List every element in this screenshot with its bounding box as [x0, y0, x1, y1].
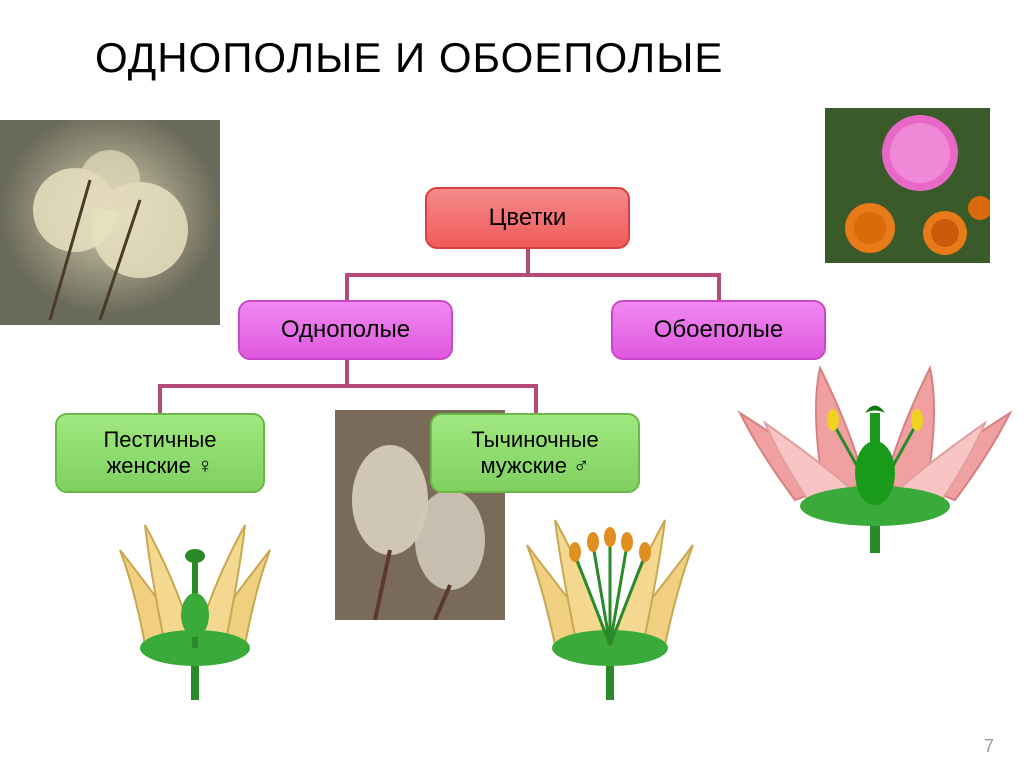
node-bisexual-label: Обоеполые [654, 316, 784, 344]
connector-v3 [717, 273, 721, 300]
page-number: 7 [984, 736, 994, 757]
diagram-pistillate-flower [85, 500, 305, 730]
willow-illustration [0, 120, 220, 325]
node-unisexual: Однополые [238, 300, 453, 360]
connector-h1 [345, 273, 721, 277]
connector-h2 [158, 384, 538, 388]
node-pistillate: Пестичные женские ♀ [55, 413, 265, 493]
node-unisexual-label: Однополые [281, 316, 410, 344]
connector-v6 [534, 384, 538, 413]
flowers-illustration [825, 108, 990, 263]
node-staminate: Тычиночные мужские ♂ [430, 413, 640, 493]
page-title: ОДНОПОЛЫЕ И ОБОЕПОЛЫЕ [95, 34, 723, 82]
node-pistillate-label1: Пестичные [103, 427, 216, 453]
connector-v4 [345, 360, 349, 384]
diagram-bisexual-flower [725, 358, 1024, 578]
node-root-label: Цветки [489, 204, 567, 232]
node-bisexual: Обоеполые [611, 300, 826, 360]
node-root: Цветки [425, 187, 630, 249]
photo-bisexual-flowers [825, 108, 990, 263]
node-staminate-label2: мужские ♂ [480, 453, 589, 479]
photo-willow-catkins [0, 120, 220, 325]
node-pistillate-label2: женские ♀ [107, 453, 214, 479]
node-staminate-label1: Тычиночные [471, 427, 599, 453]
diagram-staminate-flower [495, 500, 725, 730]
connector-v1 [526, 249, 530, 273]
connector-v2 [345, 273, 349, 300]
connector-v5 [158, 384, 162, 413]
